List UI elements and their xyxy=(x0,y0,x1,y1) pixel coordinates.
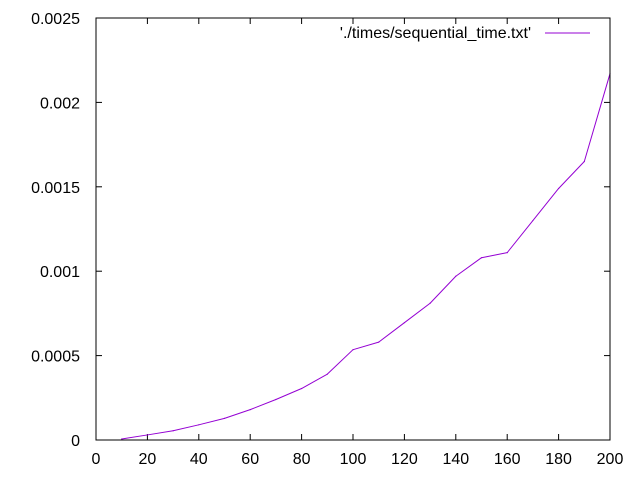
x-tick-label: 180 xyxy=(545,451,572,468)
data-point xyxy=(403,322,405,324)
y-tick-label: 0.002 xyxy=(40,95,80,112)
plot-border xyxy=(95,17,611,441)
x-tick-label: 20 xyxy=(139,451,157,468)
y-tick-label: 0.0015 xyxy=(31,180,80,197)
y-tick-label: 0.0005 xyxy=(31,349,80,366)
legend-label: './times/sequential_time.txt' xyxy=(340,25,531,42)
tick-labels: 0 20 40 60 80 100 120 140 160 180 200 0 0.0005 0.001 0… xyxy=(31,11,623,468)
x-tick-label: 100 xyxy=(340,451,367,468)
data-point xyxy=(301,387,303,390)
data-point xyxy=(480,257,483,259)
data-point xyxy=(223,417,226,419)
series-layer xyxy=(121,73,611,440)
x-tick-label: 160 xyxy=(494,451,521,468)
data-point xyxy=(198,424,200,426)
x-tick-label: 140 xyxy=(442,451,469,468)
data-point xyxy=(249,409,251,411)
data-point xyxy=(121,438,123,440)
x-tick-label: 80 xyxy=(293,451,311,468)
data-point xyxy=(172,430,174,432)
data-point xyxy=(583,160,585,163)
x-tick-label: 200 xyxy=(597,451,624,468)
data-point xyxy=(455,275,457,277)
data-point xyxy=(378,341,380,343)
data-point xyxy=(352,349,354,351)
x-tick-label: 120 xyxy=(391,451,418,468)
y-tick-label: 0 xyxy=(71,433,80,450)
y-tick-label: 0.0025 xyxy=(31,11,80,28)
data-point xyxy=(506,252,508,254)
data-point xyxy=(532,219,534,222)
series-line xyxy=(121,73,611,440)
data-point xyxy=(429,302,431,304)
data-point xyxy=(146,434,148,436)
data-point xyxy=(275,398,277,401)
x-tick-label: 60 xyxy=(241,451,259,468)
y-tick-label: 0.001 xyxy=(40,264,80,281)
data-point xyxy=(558,187,560,190)
x-tick-label: 40 xyxy=(190,451,208,468)
legend: './times/sequential_time.txt' xyxy=(340,25,590,42)
data-point xyxy=(326,373,328,375)
x-tick-label: 0 xyxy=(92,451,101,468)
